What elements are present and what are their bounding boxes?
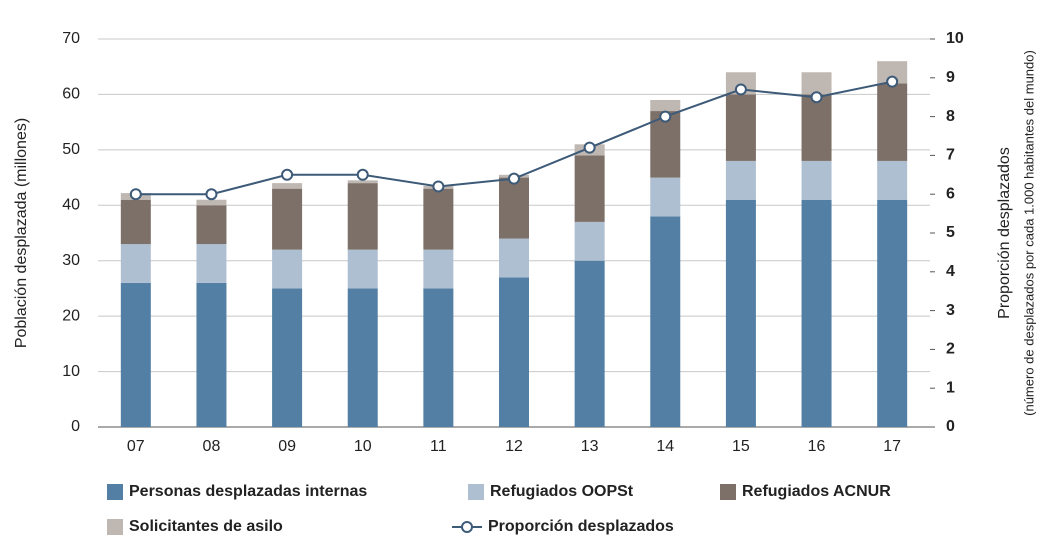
x-tick-label: 11 [430,438,447,455]
line-point [129,188,142,201]
bar [801,72,832,95]
line-point [659,110,672,123]
bar [272,188,303,250]
legend-swatch [107,519,123,535]
bar [347,288,378,427]
bar [877,61,908,84]
y2-tick-label: 0 [946,418,955,435]
x-tick-label: 10 [354,438,372,455]
bar [423,249,454,289]
bar [196,244,227,283]
legend-label: Solicitantes de asilo [129,518,283,535]
y2-tick-label: 9 [946,69,955,86]
bar [272,288,303,427]
bar [120,282,151,427]
x-tick-label: 12 [505,438,523,455]
line-point [356,168,369,181]
legend-swatch [107,484,123,500]
bar [499,177,529,239]
bar [650,177,681,217]
bar [574,260,605,427]
y2-tick-label: 7 [946,147,955,164]
line-point [205,188,218,201]
bar [423,288,454,427]
bar [196,199,227,206]
y-tick-label: 30 [62,252,80,269]
y-tick-label: 70 [62,30,80,47]
y2-tick-label: 3 [946,302,955,319]
y2-tick-label: 5 [946,224,955,241]
bar [650,216,681,427]
y2-axis-subtitle: (número de desplazados por cada 1.000 ha… [1021,50,1036,416]
x-tick-label: 15 [732,438,750,455]
line-point [281,168,294,181]
y-tick-label: 20 [62,307,80,324]
bar [574,221,605,261]
line-point [810,91,823,104]
x-tick-label: 07 [127,438,145,455]
line-point [734,83,747,96]
y-tick-label: 50 [62,141,80,158]
x-tick-label: 17 [883,438,901,455]
bar [877,83,908,161]
bar [120,244,151,283]
legend-label: Refugiados OOPSt [490,483,634,500]
y2-tick-label: 6 [946,185,955,202]
y2-tick-label: 1 [946,379,955,396]
legend-label: Proporción desplazados [488,518,674,535]
bar [499,277,529,427]
bar [877,199,908,427]
y-tick-label: 60 [62,86,80,103]
bar [725,160,756,200]
bar [272,249,303,289]
bar [347,180,378,184]
x-tick-label: 08 [203,438,221,455]
bar [801,160,832,200]
x-tick-label: 09 [278,438,296,455]
bar [877,160,908,200]
y2-tick-label: 2 [946,341,955,358]
y-tick-label: 10 [62,363,80,380]
y2-tick-label: 8 [946,108,955,125]
legend-label: Refugiados ACNUR [742,483,891,500]
legend-label: Personas desplazadas internas [129,483,367,500]
bar [423,188,454,250]
bar [499,238,529,278]
bar [272,183,303,189]
legend-swatch [468,484,484,500]
x-tick-label: 13 [581,438,599,455]
line-point [508,172,520,185]
line-point [432,180,445,193]
y-axis-title: Población desplazada (millones) [13,118,30,348]
bar [347,249,378,289]
line-point [886,75,899,88]
legend-swatch [720,484,736,500]
y-tick-label: 0 [71,418,80,435]
x-tick-label: 14 [656,438,674,455]
y-tick-label: 40 [62,197,80,214]
bar [347,183,378,250]
bar [725,199,756,427]
y2-tick-label: 10 [946,30,964,47]
line-point [583,141,596,154]
y2-axis-title: Proporción desplazados [996,147,1013,319]
bar [120,199,151,245]
y2-tick-label: 4 [946,263,955,280]
bar [650,99,681,112]
legend-marker [461,521,473,533]
bar [196,205,227,245]
x-tick-label: 16 [808,438,826,455]
bar [196,282,227,427]
bar [725,72,756,95]
bar [725,94,756,161]
bar [801,199,832,427]
bar [574,155,605,222]
bar [801,94,832,161]
